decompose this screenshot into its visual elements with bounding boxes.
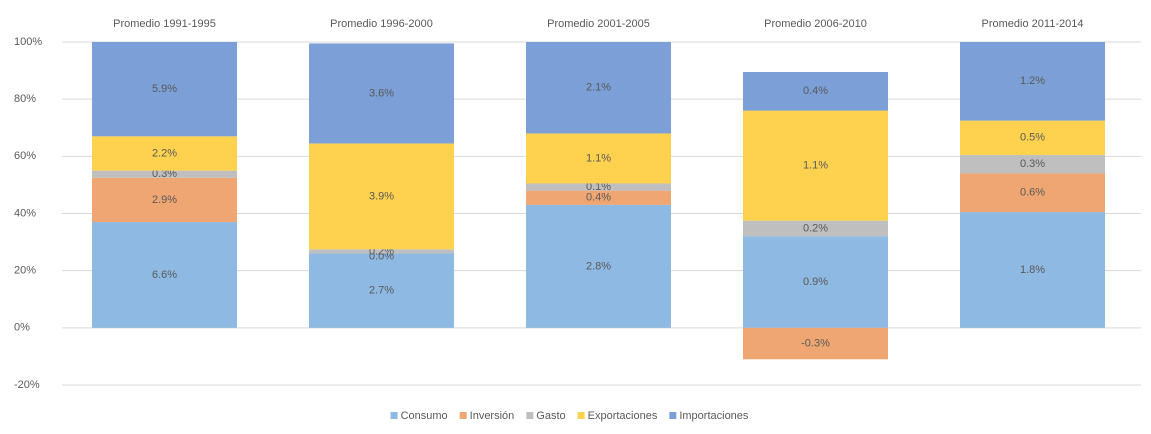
legend-label: Importaciones	[679, 410, 749, 422]
bar-segment	[309, 143, 454, 250]
segment-label: 0.1%	[586, 181, 611, 193]
bar-segment	[743, 220, 888, 237]
segment-label: 0.9%	[803, 276, 828, 288]
segment-label: 3.9%	[369, 190, 394, 202]
category-label: Promedio 2011-2014	[982, 18, 1084, 30]
y-tick-label: 80%	[14, 93, 36, 105]
bar-segment	[309, 43, 454, 144]
category-label: Promedio 2001-2005	[547, 18, 650, 30]
segment-label: 2.9%	[152, 194, 177, 206]
segment-label: 0.5%	[1020, 132, 1045, 144]
legend-swatch	[390, 412, 398, 419]
bar-segment	[960, 120, 1105, 155]
segment-label: 0.4%	[803, 85, 828, 97]
bar-segment	[743, 327, 888, 360]
segment-label: 2.7%	[369, 285, 394, 297]
y-tick-label: 60%	[14, 150, 36, 162]
segment-label: 5.9%	[152, 83, 177, 95]
segment-label: 1.1%	[586, 152, 611, 164]
bar-segment	[92, 222, 237, 328]
bar-segment	[526, 42, 671, 134]
bar-segment	[526, 190, 671, 205]
legend-swatch	[526, 412, 534, 419]
segment-label: 6.6%	[152, 269, 177, 281]
category-label: Promedio 1991-1995	[113, 18, 216, 30]
legend-swatch	[669, 412, 677, 419]
segment-label: 2.8%	[586, 260, 611, 272]
bar-segment	[92, 177, 237, 223]
y-tick-label: 100%	[14, 36, 42, 48]
segment-label: 1.1%	[803, 160, 828, 172]
segment-label: 0.2%	[803, 222, 828, 234]
legend-swatch	[459, 412, 467, 419]
segment-label: 2.2%	[152, 147, 177, 159]
bar-segment	[743, 110, 888, 221]
y-tick-label: 40%	[14, 207, 36, 219]
bar-segment	[309, 253, 454, 328]
category-label: Promedio 1996-2000	[330, 18, 433, 30]
legend-label: Consumo	[401, 410, 448, 422]
bar-segment	[960, 212, 1105, 328]
bar-segment	[960, 42, 1105, 121]
segment-label: 3.6%	[369, 87, 394, 99]
y-tick-label: 20%	[14, 265, 36, 277]
bar-segment	[743, 236, 888, 328]
segment-label: 0.4%	[586, 192, 611, 204]
bar-segment	[526, 183, 671, 191]
bar-segment	[960, 154, 1105, 174]
bar-segment	[526, 204, 671, 328]
bar-segment	[92, 170, 237, 178]
legend-label: Inversión	[470, 410, 515, 422]
segment-label: 1.8%	[1020, 264, 1045, 276]
legend-swatch	[577, 412, 585, 419]
segment-label: 0.3%	[152, 168, 177, 180]
y-tick-label: -20%	[14, 379, 40, 391]
bar-segment	[526, 133, 671, 184]
segment-label: 2.1%	[586, 82, 611, 94]
category-label: Promedio 2006-2010	[764, 18, 867, 30]
bar-segment	[309, 249, 454, 254]
segment-label: 0.3%	[1020, 158, 1045, 170]
bar-segment	[92, 136, 237, 171]
bar-segment	[92, 42, 237, 137]
segment-label: 0.6%	[1020, 187, 1045, 199]
legend-label: Exportaciones	[588, 410, 658, 422]
bar-segment	[743, 72, 888, 111]
legend-label: Gasto	[536, 410, 565, 422]
bar-segment	[960, 173, 1105, 213]
segment-label: 1.2%	[1020, 75, 1045, 87]
segment-label: -0.3%	[801, 337, 830, 349]
y-tick-label: 0%	[14, 322, 30, 334]
